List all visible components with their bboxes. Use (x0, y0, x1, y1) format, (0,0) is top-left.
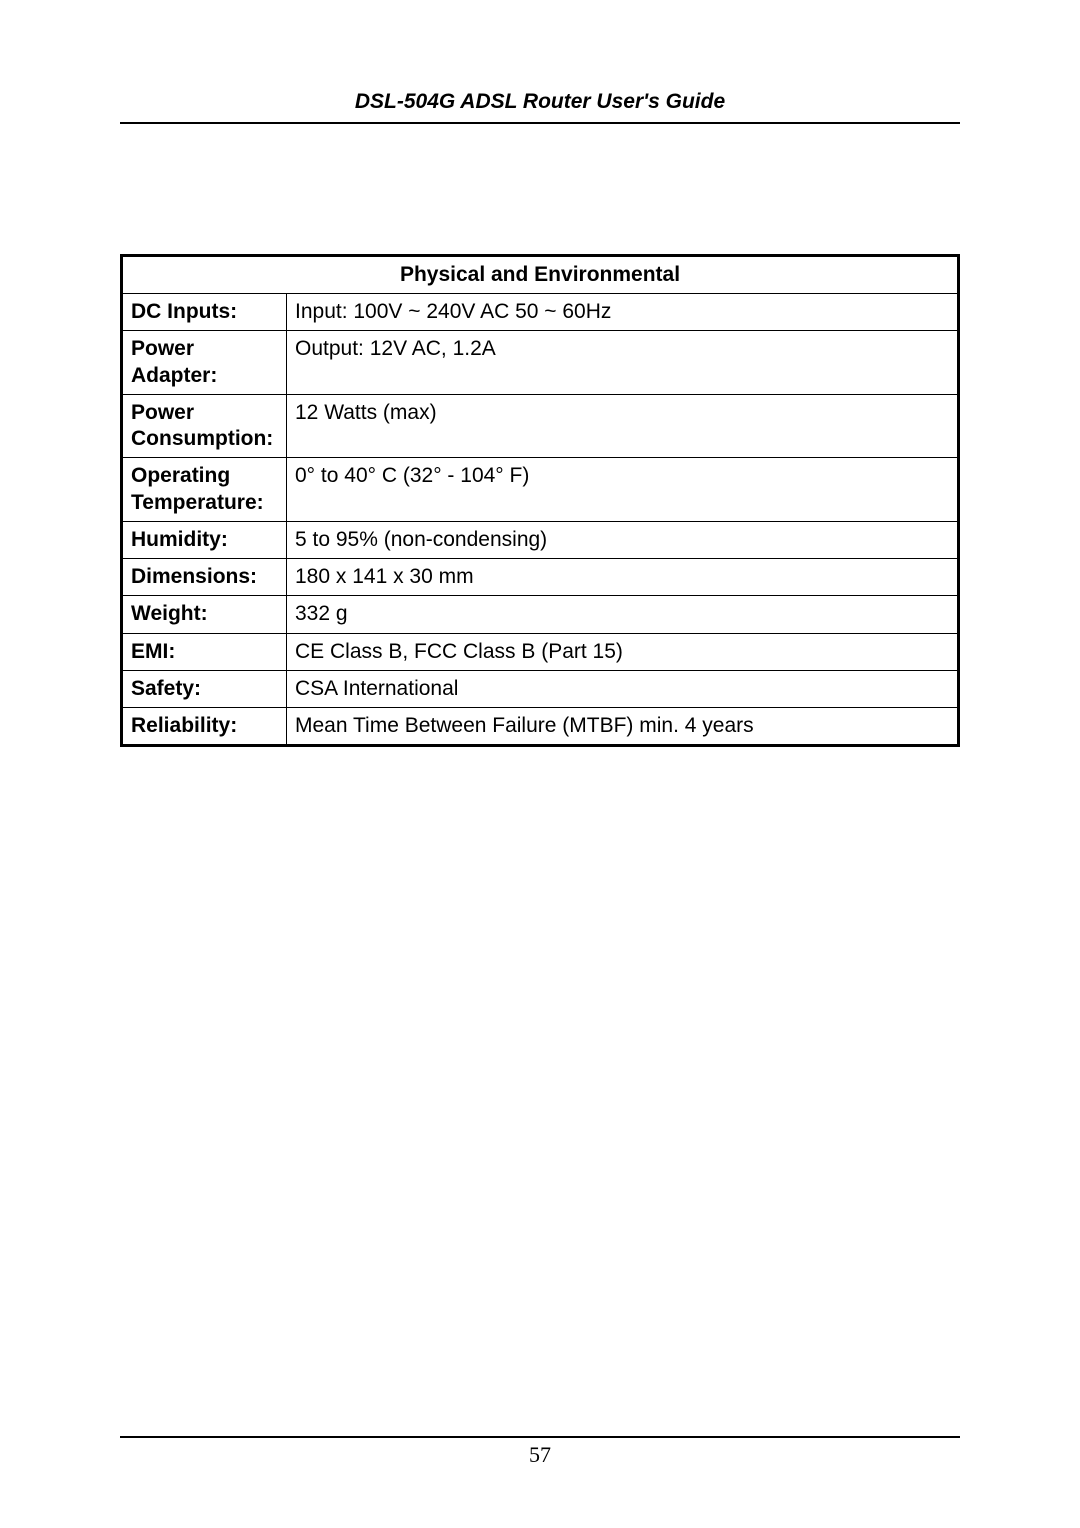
table-row: Safety: CSA International (122, 670, 959, 707)
spec-value: 0° to 40° C (32° - 104° F) (287, 458, 959, 522)
spec-label: Operating Temperature: (122, 458, 287, 522)
document-page: DSL-504G ADSL Router User's Guide Physic… (0, 0, 1080, 1528)
spec-value: 12 Watts (max) (287, 394, 959, 458)
spec-label: Safety: (122, 670, 287, 707)
table-row: EMI: CE Class B, FCC Class B (Part 15) (122, 633, 959, 670)
spec-label: Weight: (122, 596, 287, 633)
spec-value: 180 x 141 x 30 mm (287, 559, 959, 596)
spec-table: Physical and Environmental DC Inputs: In… (120, 254, 960, 747)
table-row: Power Consumption: 12 Watts (max) (122, 394, 959, 458)
footer-rule (120, 1436, 960, 1438)
spec-table-body: DC Inputs: Input: 100V ~ 240V AC 50 ~ 60… (122, 294, 959, 746)
page-number: 57 (120, 1442, 960, 1468)
table-row: Operating Temperature: 0° to 40° C (32° … (122, 458, 959, 522)
spec-value: CSA International (287, 670, 959, 707)
header-rule (120, 122, 960, 124)
table-section-header: Physical and Environmental (122, 256, 959, 294)
spec-label: Dimensions: (122, 559, 287, 596)
spec-value: Mean Time Between Failure (MTBF) min. 4 … (287, 708, 959, 746)
table-row: Dimensions: 180 x 141 x 30 mm (122, 559, 959, 596)
spec-label: EMI: (122, 633, 287, 670)
table-row: Humidity: 5 to 95% (non-condensing) (122, 521, 959, 558)
spec-label: DC Inputs: (122, 294, 287, 331)
spec-label: Power Adapter: (122, 331, 287, 395)
table-row: DC Inputs: Input: 100V ~ 240V AC 50 ~ 60… (122, 294, 959, 331)
spec-label: Power Consumption: (122, 394, 287, 458)
spec-value: 332 g (287, 596, 959, 633)
table-row: Power Adapter: Output: 12V AC, 1.2A (122, 331, 959, 395)
spec-value: Input: 100V ~ 240V AC 50 ~ 60Hz (287, 294, 959, 331)
table-row: Reliability: Mean Time Between Failure (… (122, 708, 959, 746)
page-header-title: DSL-504G ADSL Router User's Guide (120, 90, 960, 114)
spec-value: CE Class B, FCC Class B (Part 15) (287, 633, 959, 670)
table-row: Weight: 332 g (122, 596, 959, 633)
page-footer: 57 (120, 1436, 960, 1468)
spec-value: Output: 12V AC, 1.2A (287, 331, 959, 395)
spec-value: 5 to 95% (non-condensing) (287, 521, 959, 558)
spec-label: Reliability: (122, 708, 287, 746)
spec-label: Humidity: (122, 521, 287, 558)
